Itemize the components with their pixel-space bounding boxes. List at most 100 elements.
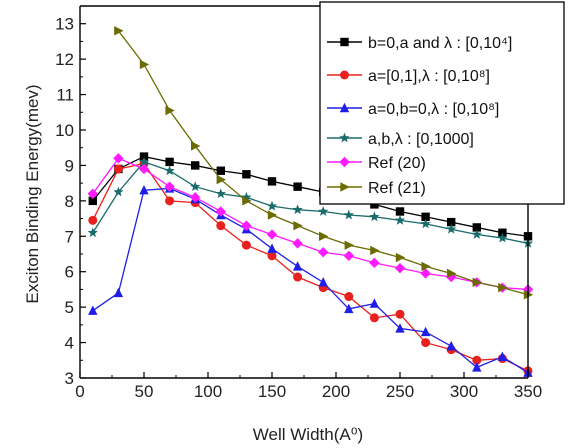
data-point [164,165,175,176]
data-point [216,174,226,185]
legend-marker [340,70,349,80]
data-point [472,223,481,232]
legend-item-3: a=0,b=0,λ : [0,10⁸] [327,101,499,118]
data-point [88,196,97,206]
series-line [92,187,529,374]
y-tick-label: 10 [55,121,74,140]
data-point [267,210,278,220]
data-point [113,186,124,197]
legend-marker [339,102,350,113]
legend: b=0,a and λ : [0,10⁴] a=[0,1],λ : [0,10⁸]… [319,1,565,205]
data-point [447,217,456,227]
data-point [215,206,226,217]
data-point [497,232,508,243]
data-point [113,164,123,174]
data-point [420,268,431,279]
y-tick-label: 12 [55,50,74,69]
data-point [241,220,252,231]
legend-marker [339,156,350,168]
data-point [421,261,431,272]
data-point [318,247,329,258]
y-tick-label: 3 [65,369,74,388]
legend-label: a=0,b=0,λ : [0,10⁸] [368,101,499,118]
data-point [369,313,379,323]
data-point [164,181,175,192]
data-point [344,303,354,314]
x-tick-label: 350 [514,382,542,401]
data-point [113,287,124,298]
data-point [242,170,251,179]
data-point [215,188,226,199]
data-point [165,105,175,116]
data-point [420,218,431,229]
x-tick-label: 200 [322,382,350,401]
data-point [369,211,380,222]
data-point [165,157,174,167]
legend-marker [340,182,350,192]
data-point [139,185,149,195]
data-point [292,261,303,271]
legend-marker [339,132,350,143]
y-tick-label: 5 [65,298,74,317]
data-point [472,355,482,365]
data-point [139,59,150,70]
data-point [191,141,201,151]
data-point [190,192,201,203]
legend-item-5: Ref (20) [327,155,426,172]
data-point [421,212,430,221]
data-point [138,163,150,175]
y-tick-label: 6 [65,263,74,282]
data-point [318,277,328,287]
data-point [266,229,278,240]
y-tick-label: 7 [65,227,74,246]
series-line [92,155,529,237]
data-point [370,245,380,256]
data-point [369,257,380,269]
data-point [343,250,354,261]
legend-item-6: Ref (21) [327,180,426,197]
data-point [87,188,98,199]
data-point [266,200,278,211]
data-point [293,272,303,282]
data-point [293,220,303,231]
data-point [318,206,329,216]
data-point [216,221,226,231]
series-4 [87,156,534,248]
data-point [216,166,225,175]
x-tick-label: 300 [450,382,478,401]
x-axis-label: Well Width(A⁰) [253,425,363,444]
x-tick-label: 0 [75,382,84,401]
data-point [292,204,303,215]
data-point [319,231,329,241]
y-axis-label: Exciton Binding Energy(mev) [23,84,42,303]
x-tick-label: 50 [135,382,154,401]
data-point [113,153,124,164]
data-point [242,196,252,206]
data-point [472,362,482,372]
data-point [165,196,175,206]
legend-label: Ref (21) [368,180,426,197]
data-point [395,207,405,216]
x-tick-label: 100 [194,382,222,401]
axes: 0 50 100 150 200 250 300 350 3 4 5 6 7 8 9 10 11 12 13 Well… [23,5,542,444]
data-point [497,351,508,361]
x-tick-label: 150 [258,382,286,401]
data-point [343,209,354,220]
data-point [191,161,200,170]
data-point [114,26,124,36]
data-point [369,298,380,308]
legend-label: a=[0,1],λ : [0,10⁸] [368,68,490,85]
y-tick-label: 11 [56,86,74,105]
data-point [395,309,405,319]
legend-marker [340,37,349,47]
y-tick-label: 9 [65,156,74,175]
data-point [471,229,482,239]
data-point [344,292,354,302]
legend-label: Ref (20) [368,155,426,172]
data-point [190,181,201,192]
data-point [447,268,457,279]
data-point [267,177,277,186]
data-point [395,252,406,263]
legend-label: b=0,a and λ : [0,10⁴] [368,35,512,52]
